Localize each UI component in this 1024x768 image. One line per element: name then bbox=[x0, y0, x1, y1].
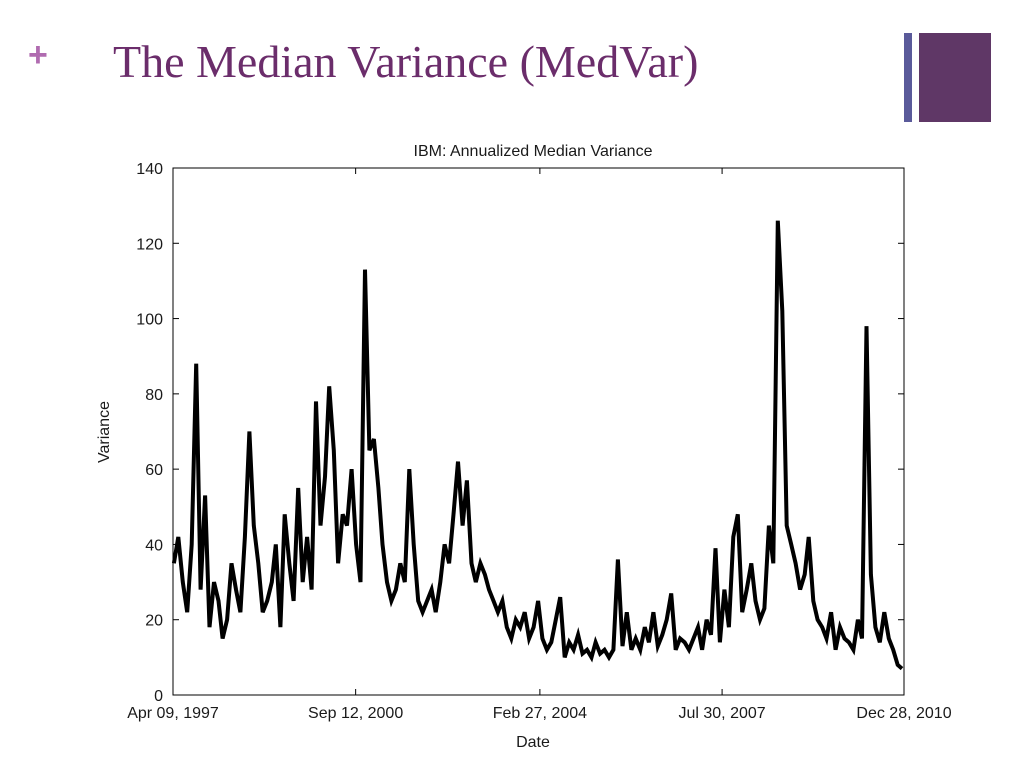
accent-bar-thin bbox=[904, 33, 912, 122]
plot-frame bbox=[172, 167, 905, 696]
y-tick-label: 100 bbox=[136, 312, 163, 329]
y-tick-label: 120 bbox=[136, 236, 163, 253]
y-tick-label: 80 bbox=[145, 387, 163, 404]
slide-title: The Median Variance (MedVar) bbox=[113, 36, 699, 87]
y-tick-label: 20 bbox=[145, 613, 163, 630]
chart-title: IBM: Annualized Median Variance bbox=[414, 143, 653, 160]
x-axis-label: Date bbox=[516, 734, 550, 751]
y-tick-label: 40 bbox=[145, 537, 163, 554]
x-tick-label: Jul 30, 2007 bbox=[678, 705, 765, 722]
x-tick-label: Dec 28, 2010 bbox=[856, 705, 951, 722]
y-axis-label: Variance bbox=[96, 401, 113, 463]
x-tick-label: Sep 12, 2000 bbox=[308, 705, 403, 722]
y-tick-label: 0 bbox=[154, 688, 163, 705]
y-tick-label: 140 bbox=[136, 161, 163, 178]
y-tick-label: 60 bbox=[145, 462, 163, 479]
bullet-plus: + bbox=[28, 36, 48, 74]
series-line-variance bbox=[171, 220, 904, 671]
accent-bar-box bbox=[919, 33, 991, 122]
x-tick-label: Apr 09, 1997 bbox=[127, 705, 219, 722]
x-tick-label: Feb 27, 2004 bbox=[493, 705, 587, 722]
